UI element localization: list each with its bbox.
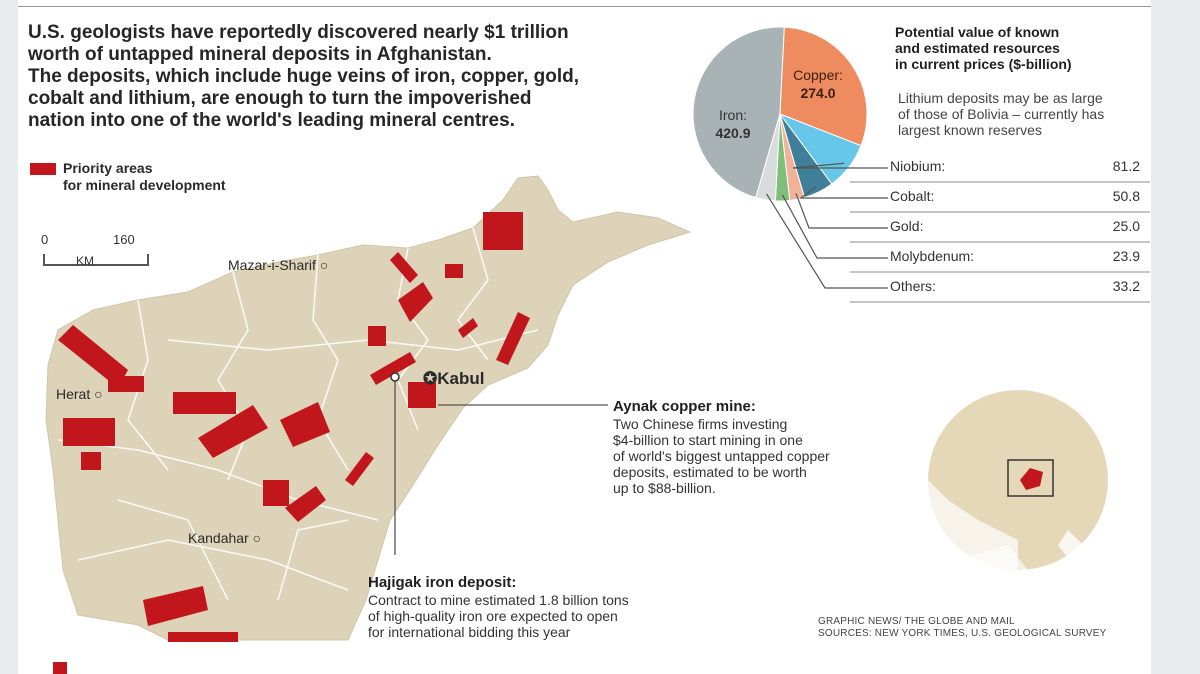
aynak-line: $4-billion to start mining in one [613,432,803,448]
city-kandahar: Kandahar ○ [188,530,262,546]
hajigak-line: Contract to mine estimated 1.8 billion t… [368,592,629,608]
globe-locator [928,390,1108,570]
deposit-area [285,486,326,522]
pie-row-name: Cobalt: [890,188,935,204]
scale-zero: 0 [41,232,49,247]
pie-note-line: of those of Bolivia – currently has [898,106,1105,122]
deposit-area [173,392,236,414]
hajigak-line: of high-quality iron ore expected to ope… [368,608,618,624]
deposit-area [58,325,128,388]
pie-row-value: 25.0 [1112,218,1140,234]
pie-label-iron: Iron: 420.9 [698,106,768,142]
publisher-mark [53,662,67,674]
deposit-area [483,212,523,250]
hajigak-body: Contract to mine estimated 1.8 billion t… [368,592,629,640]
hajigak-annotation: Hajigak iron deposit: Contract to mine e… [368,574,629,640]
pie-title-line: and estimated resources [895,40,1060,56]
deposit-area [408,382,436,408]
legend-label-line1: Priority areas [63,160,153,176]
pie-row-value: 33.2 [1112,278,1140,294]
pie-label-copper: Copper: 274.0 [780,66,856,102]
aynak-line: of world's biggest untapped copper [613,448,830,464]
deposit-area [345,452,374,486]
pie-row-value: 23.9 [1112,248,1140,264]
city-marker-icon: ○ [315,257,329,273]
pie-row-name: Niobium: [890,158,946,174]
pie-title-line: Potential value of known [895,24,1060,40]
city-marker-icon: ○ [90,386,103,402]
hajigak-line: for international bidding this year [368,624,571,640]
deposit-area [143,586,208,626]
pie-label-name: Copper: [793,67,843,83]
pie-label-name: Iron: [718,107,747,123]
pie-title: Potential value of known and estimated r… [895,24,1151,72]
aynak-line: up to $88-billion. [613,480,716,496]
priority-areas [58,212,530,642]
pie-row-name: Molybdenum: [890,248,975,264]
headline: U.S. geologists have reportedly discover… [28,22,618,132]
hajigak-title: Hajigak iron deposit: [368,574,517,591]
deposit-area [496,312,530,365]
pie-label-value: 420.9 [715,125,751,141]
headline-line: The deposits, which include huge veins o… [28,66,580,87]
headline-line: cobalt and lithium, are enough to turn t… [28,88,532,109]
scale-bar-line [43,254,149,266]
city-herat: Herat ○ [56,386,103,402]
infographic-card: U.S. geologists have reportedly discover… [18,0,1151,674]
legend-label: Priority areas for mineral development [63,160,263,194]
scale-bar: 0 160 KM [38,232,149,272]
legend-label-line2: for mineral development [63,177,226,193]
deposit-area [390,252,418,283]
pie-note-line: Lithium deposits may be as large [898,90,1103,106]
aynak-title: Aynak copper mine: [613,398,756,415]
deposit-area [370,352,416,385]
headline-line: U.S. geologists have reportedly discover… [28,22,569,43]
credit-line: GRAPHIC NEWS/ THE GLOBE AND MAIL [818,616,1015,627]
hajigak-marker [390,372,400,382]
deposit-area [63,418,115,446]
afghanistan-map [45,175,1108,642]
pie-row-cobalt: Cobalt: 50.8 [888,186,1150,208]
pie-row-niobium: Niobium: 81.2 [888,156,1150,178]
pie-row-value: 81.2 [1112,158,1140,174]
aynak-line: deposits, estimated to be worth [613,464,807,480]
aynak-line: Two Chinese firms investing [613,416,788,432]
scale-unit: KM [76,254,94,268]
source-credit: GRAPHIC NEWS/ THE GLOBE AND MAIL SOURCES… [818,616,1148,642]
aynak-body: Two Chinese firms investing $4-billion t… [613,416,830,496]
pie-row-name: Gold: [890,218,924,234]
pie-note: Lithium deposits may be as large of thos… [898,90,1151,138]
pie-row-others: Others: 33.2 [888,276,1150,298]
credit-line: SOURCES: NEW YORK TIMES, U.S. GEOLOGICAL… [818,628,1107,639]
city-marker-icon: ○ [248,530,262,546]
pie-row-molybdenum: Molybdenum: 23.9 [888,246,1150,268]
deposit-area [81,452,101,470]
city-mazar: Mazar-i-Sharif ○ [228,257,329,273]
top-divider [18,6,1151,7]
pie-row-gold: Gold: 25.0 [888,216,1150,238]
city-kabul: ✪Kabul [423,369,485,388]
capital-star-icon: ✪ [423,369,438,388]
deposit-area [445,264,463,278]
deposit-area [280,402,330,447]
deposit-area [108,376,144,392]
deposit-area [398,282,433,322]
scale-max: 160 [113,232,135,247]
pie-note-line: largest known reserves [898,122,1042,138]
aynak-annotation: Aynak copper mine: Two Chinese firms inv… [613,398,830,496]
deposit-area [368,326,386,346]
deposit-area [458,318,478,338]
headline-line: nation into one of the world's leading m… [28,110,515,131]
pie-row-name: Others: [890,278,936,294]
deposit-area [168,632,238,642]
legend-swatch [30,163,56,175]
pie-title-line: in current prices ($-billion) [895,56,1072,72]
deposit-area [263,480,289,506]
headline-line: worth of untapped mineral deposits in Af… [28,44,492,65]
pie-label-value: 274.0 [800,85,836,101]
pie-row-value: 50.8 [1112,188,1140,204]
deposit-area [198,405,268,458]
